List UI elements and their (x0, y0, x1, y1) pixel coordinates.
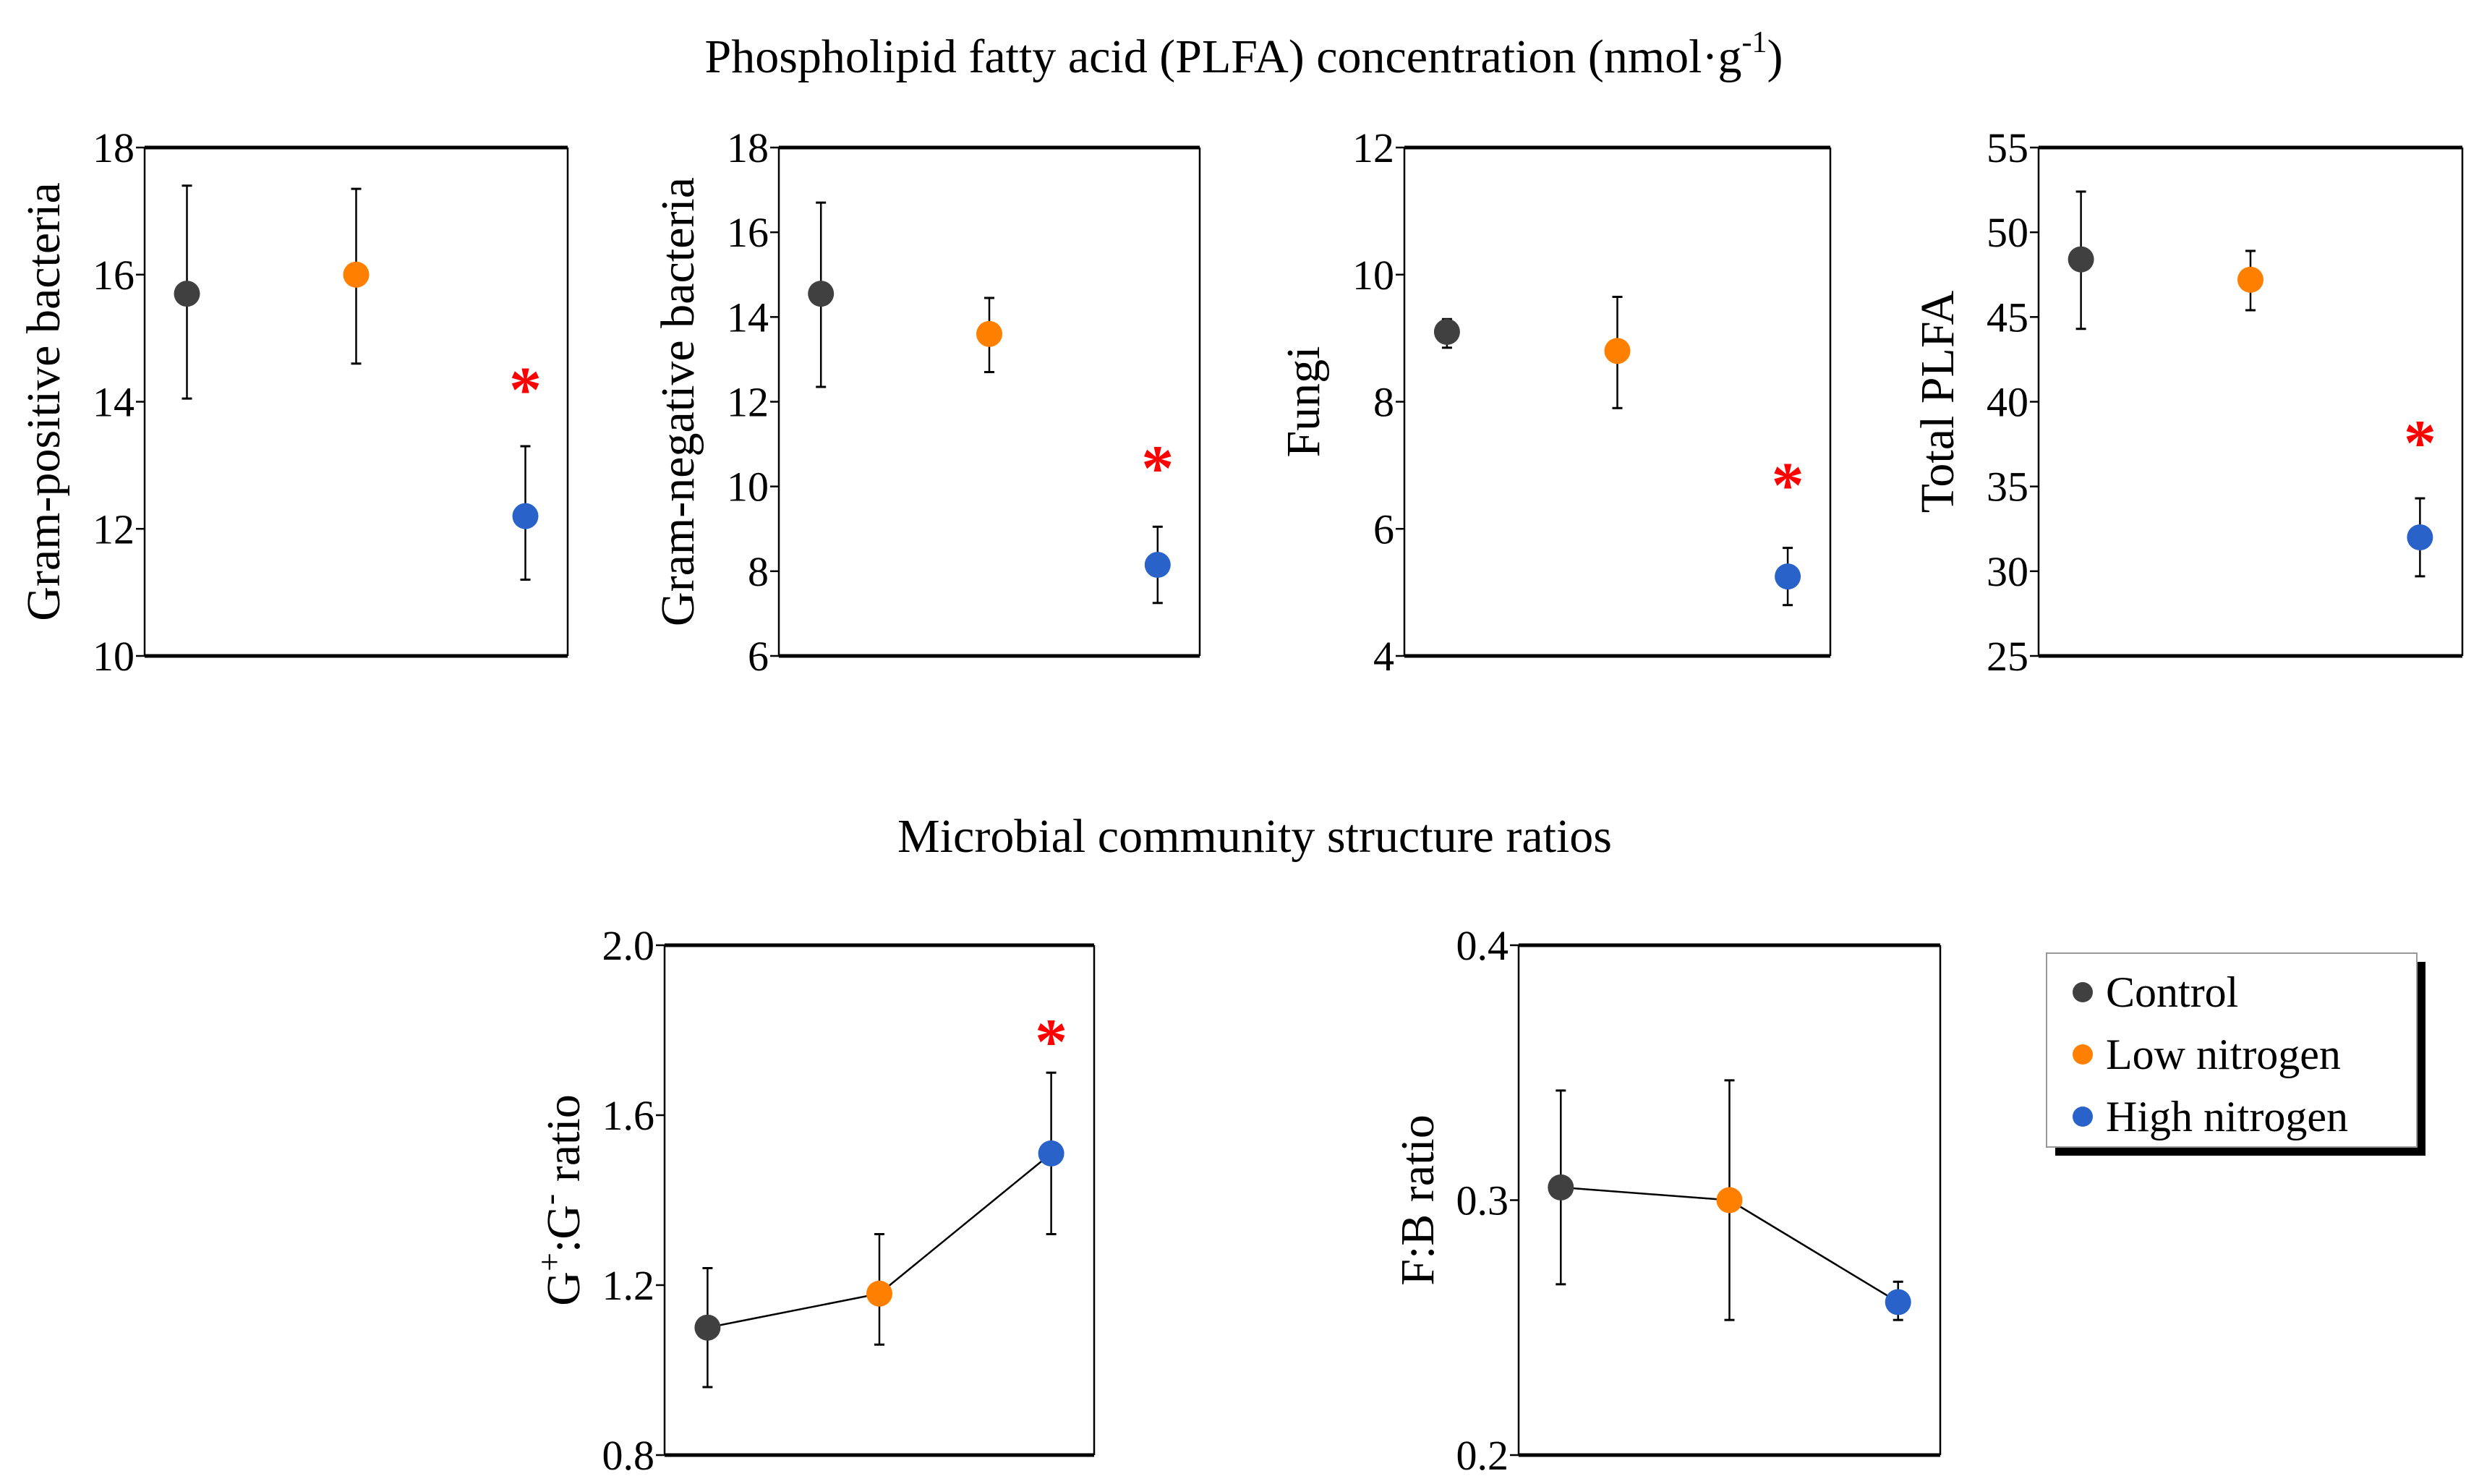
y-tick-label: 10 (1352, 252, 1394, 299)
y-tick-label: 4 (1373, 633, 1394, 680)
y-tick-label: 14 (93, 379, 135, 426)
panel-6: 0.2 0.3 0.4 F:B ratio (1391, 922, 1942, 1479)
y-axis-label: Fungi (1277, 346, 1330, 457)
data-point-low-nitrogen (1604, 338, 1631, 364)
y-tick-label: 0.4 (1456, 922, 1509, 969)
data-point-high-nitrogen (1038, 1140, 1064, 1167)
y-tick-label: 0.8 (602, 1432, 655, 1479)
legend-marker-low-nitrogen (2073, 1044, 2093, 1065)
y-axis-label-part: :G (537, 1205, 590, 1253)
significance-asterisk: * (1141, 433, 1174, 505)
y-tick-label: 10 (727, 464, 769, 511)
y-tick-label: 35 (1987, 464, 2028, 511)
y-axis-label-part: ratio (537, 1094, 590, 1193)
y-tick-label: 6 (1373, 506, 1394, 553)
significance-asterisk: * (2404, 407, 2436, 479)
y-tick-label: 8 (1373, 379, 1394, 426)
y-tick-label: 12 (1352, 124, 1394, 171)
data-point-high-nitrogen (1775, 563, 1801, 590)
y-tick-label: 0.2 (1456, 1432, 1509, 1479)
legend-box (2046, 952, 2418, 1148)
panel-2: 6 8 10 12 14 16 18 Gram-negative bacteria * (652, 124, 1201, 680)
significance-asterisk: * (1772, 450, 1804, 521)
bottom-title: Microbial community structure ratios (897, 810, 1612, 863)
y-tick-label: 8 (748, 548, 769, 595)
panel-3: 4 6 8 10 12 Fungi * (1277, 124, 1832, 680)
y-tick-label: 1.2 (602, 1262, 655, 1309)
y-tick-label: 10 (93, 633, 135, 680)
y-tick-label: 30 (1987, 548, 2028, 595)
y-tick-label: 12 (727, 379, 769, 426)
y-tick-label: 18 (727, 124, 769, 171)
legend-label: Control (2106, 968, 2238, 1016)
data-point-low-nitrogen (976, 320, 1002, 347)
y-tick-label: 40 (1987, 379, 2028, 426)
data-point-control (2068, 246, 2094, 273)
y-tick-label: 16 (93, 252, 135, 299)
y-axis-label-part: G (537, 1271, 590, 1306)
y-axis-label: Gram-negative bacteria (652, 177, 704, 626)
data-point-control (1548, 1174, 1574, 1201)
panel-5: 0.8 1.2 1.6 2.0 G+:G- ratio * (531, 922, 1096, 1479)
data-point-high-nitrogen (2407, 524, 2433, 550)
panel-4: 25 30 35 40 45 50 55 Total PLFA * (1911, 124, 2464, 680)
y-tick-label: 6 (748, 633, 769, 680)
legend: Control Low nitrogen High nitrogen (2046, 952, 2425, 1156)
data-point-control (174, 281, 200, 307)
data-point-control (1433, 318, 1460, 345)
data-point-low-nitrogen (2237, 266, 2263, 293)
legend-label: High nitrogen (2106, 1093, 2348, 1140)
significance-asterisk: * (509, 354, 542, 426)
y-tick-label: 1.6 (602, 1092, 655, 1139)
data-point-high-nitrogen (512, 503, 539, 529)
y-axis-label: G+:G- ratio (531, 1094, 590, 1305)
data-point-high-nitrogen (1885, 1289, 1911, 1315)
significance-asterisk: * (1035, 1006, 1067, 1078)
y-tick-label: 45 (1987, 294, 2028, 341)
y-tick-label: 50 (1987, 209, 2028, 256)
legend-marker-high-nitrogen (2073, 1106, 2093, 1127)
y-axis-label-part: + (531, 1253, 568, 1271)
y-tick-label: 18 (93, 124, 135, 171)
data-point-control (694, 1314, 721, 1341)
y-tick-label: 55 (1987, 124, 2028, 171)
top-title: Phospholipid fatty acid (PLFA) concentra… (704, 26, 1783, 83)
panel-1: 10 12 14 16 18 Gram-positive bacteria * (17, 124, 569, 680)
data-point-control (808, 281, 835, 307)
y-axis-label: Total PLFA (1911, 290, 1964, 513)
data-point-low-nitrogen (343, 261, 370, 288)
y-axis-label-part: - (531, 1194, 568, 1205)
data-point-low-nitrogen (866, 1280, 892, 1307)
y-axis-label: F:B ratio (1391, 1114, 1444, 1286)
y-tick-label: 14 (727, 294, 769, 341)
y-tick-label: 0.3 (1456, 1177, 1509, 1224)
y-axis-label: Gram-positive bacteria (17, 182, 70, 621)
y-tick-label: 2.0 (602, 922, 655, 969)
y-tick-label: 12 (93, 506, 135, 553)
legend-label: Low nitrogen (2106, 1031, 2341, 1078)
data-point-high-nitrogen (1144, 552, 1171, 579)
data-point-low-nitrogen (1716, 1187, 1743, 1214)
y-tick-label: 25 (1987, 633, 2028, 680)
legend-marker-control (2073, 982, 2093, 1002)
y-tick-label: 16 (727, 209, 769, 256)
